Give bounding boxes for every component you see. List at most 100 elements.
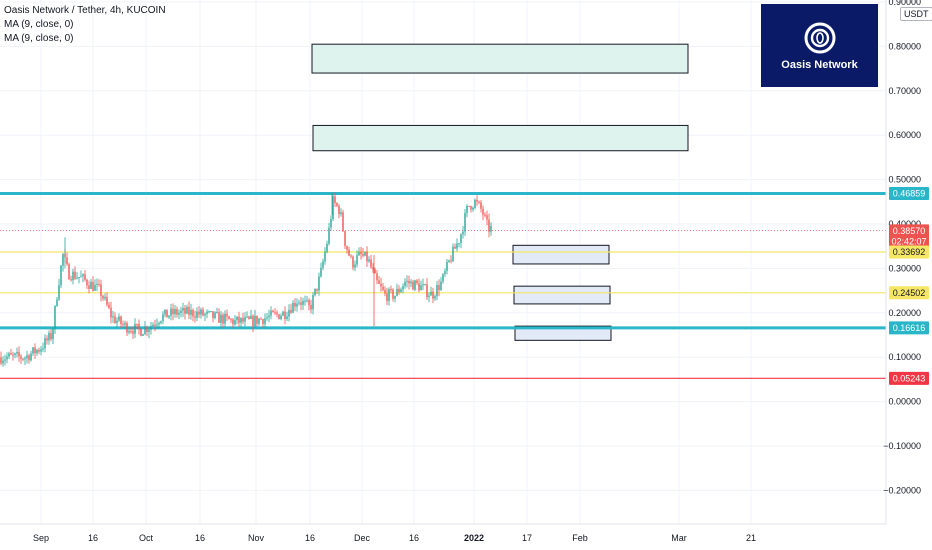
candle-body (362, 254, 364, 256)
candle-body (386, 293, 388, 301)
candle-body (42, 348, 44, 350)
ma-indicator-1[interactable]: MA (9, close, 0) (4, 19, 74, 30)
candle (298, 299, 300, 306)
candle-body (94, 284, 96, 291)
candle (150, 322, 152, 335)
candle-body (44, 338, 46, 349)
candle (36, 348, 38, 356)
candle-body (416, 280, 418, 284)
candle-body (324, 251, 326, 262)
candle-body (112, 316, 114, 318)
candle-body (238, 316, 240, 323)
candle-body (72, 271, 74, 281)
candle-body (302, 300, 304, 305)
candle-body (440, 281, 442, 290)
price-level-label: 0.24502 (893, 288, 926, 298)
candle (290, 303, 292, 315)
candle-body (114, 316, 116, 324)
candle-body (384, 289, 386, 294)
target-zone-lower (512, 244, 610, 265)
candle (274, 308, 276, 316)
candle (202, 307, 204, 317)
candle-body (10, 353, 12, 355)
candle (254, 309, 256, 328)
candle (182, 302, 184, 317)
candle-body (160, 321, 162, 323)
candle (382, 283, 384, 292)
candle (160, 320, 162, 325)
candle (300, 297, 302, 311)
candle-body (22, 358, 24, 360)
y-tick-label: 0.90000 (888, 0, 921, 7)
candle-body (292, 302, 294, 313)
candle (452, 243, 454, 263)
candle-body (326, 243, 328, 252)
candle-body (108, 304, 110, 308)
candle (434, 294, 436, 302)
candle-body (136, 323, 138, 325)
candle-body (464, 213, 466, 232)
candle-body (228, 316, 230, 320)
candle-body (110, 307, 112, 318)
candle-body (272, 310, 274, 313)
candle-body (342, 212, 344, 232)
candle-body (372, 267, 374, 270)
candle (126, 321, 128, 336)
candle-body (174, 309, 176, 315)
candle-body (188, 306, 190, 315)
candle (278, 313, 280, 320)
candle (328, 222, 330, 246)
candle (10, 348, 12, 355)
candle (172, 303, 174, 321)
candle (446, 259, 448, 275)
candle (408, 275, 410, 290)
chart-legend: Oasis Network / Tether, 4h, KUCOIN MA (9… (4, 4, 166, 46)
currency-label[interactable]: USDT (900, 7, 932, 21)
candle (194, 310, 196, 323)
candle (228, 315, 230, 320)
candle-body (486, 215, 488, 220)
candle-body (476, 199, 478, 202)
symbol-title[interactable]: Oasis Network / Tether, 4h, KUCOIN (4, 5, 166, 16)
candle-body (322, 261, 324, 268)
candle-body (210, 311, 212, 313)
candle (376, 270, 378, 285)
candle (416, 279, 418, 285)
candle-body (468, 205, 470, 207)
candle (144, 321, 146, 336)
candle-body (338, 205, 340, 215)
candle-body (78, 277, 80, 279)
candle (240, 317, 242, 329)
candle-body (106, 296, 108, 305)
candle-body (370, 259, 372, 268)
candle (162, 311, 164, 325)
candle (234, 315, 236, 326)
candle (486, 210, 488, 226)
candle (394, 295, 396, 303)
candle-body (354, 264, 356, 268)
candle-body (80, 276, 82, 278)
candle (38, 347, 40, 355)
ma-indicator-2[interactable]: MA (9, close, 0) (4, 33, 74, 44)
candle (310, 299, 312, 314)
candle (270, 306, 272, 320)
x-tick-label: 16 (88, 533, 98, 543)
candle (98, 279, 100, 287)
price-label-bg (889, 371, 929, 385)
candle (304, 295, 306, 306)
candle-body (162, 314, 164, 322)
x-tick-label: 17 (522, 533, 532, 543)
candle (482, 205, 484, 221)
candle-body (208, 311, 210, 313)
candle (232, 317, 234, 329)
y-tick-label: 0.10000 (888, 352, 921, 362)
candle-body (198, 311, 200, 315)
candle (242, 312, 244, 325)
candle-body (314, 288, 316, 296)
candle-body (418, 283, 420, 291)
candle-body (222, 314, 224, 324)
candle (18, 346, 20, 362)
candle-body (332, 196, 334, 220)
